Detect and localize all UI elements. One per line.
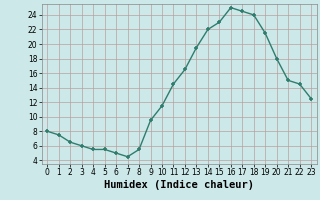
X-axis label: Humidex (Indice chaleur): Humidex (Indice chaleur) [104,180,254,190]
